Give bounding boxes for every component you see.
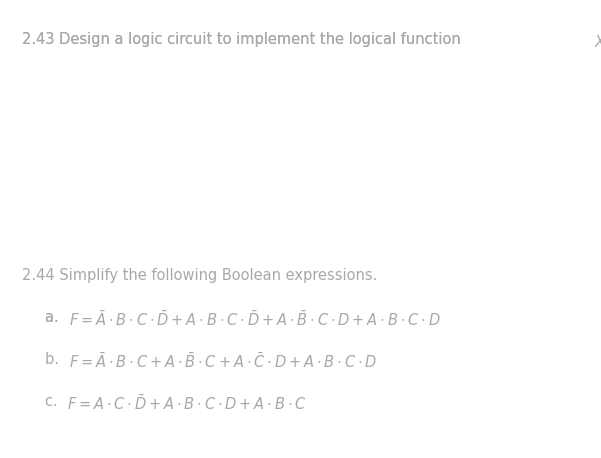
Text: 2.43 Design a logic circuit to implement the logical function: 2.43 Design a logic circuit to implement…	[22, 32, 465, 47]
Text: $F = \bar{A} \cdot B \cdot C \cdot \bar{D} + A \cdot B \cdot C \cdot \bar{D} + A: $F = \bar{A} \cdot B \cdot C \cdot \bar{…	[69, 310, 441, 329]
Text: 2.43 Design a logic circuit to implement the logical function: 2.43 Design a logic circuit to implement…	[22, 32, 465, 47]
Text: c.: c.	[45, 394, 63, 409]
Text: $F = A \cdot C \cdot \bar{D} + A \cdot B \cdot C \cdot D + A \cdot B \cdot C$: $F = A \cdot C \cdot \bar{D} + A \cdot B…	[67, 394, 307, 413]
Text: $F = \bar{A} \cdot B \cdot C + A \cdot \bar{B} \cdot C + A \cdot \bar{C} \cdot D: $F = \bar{A} \cdot B \cdot C + A \cdot \…	[69, 352, 377, 371]
Text: 2.44 Simplify the following Boolean expressions.: 2.44 Simplify the following Boolean expr…	[22, 268, 377, 283]
Text: a.: a.	[45, 310, 63, 325]
Text: b.: b.	[45, 352, 64, 367]
Text: a.: a.	[45, 310, 63, 325]
Text: $X = A \cdot B \cdot C + \bar{A} \cdot B \cdot C$: $X = A \cdot B \cdot C + \bar{A} \cdot B…	[594, 32, 601, 51]
